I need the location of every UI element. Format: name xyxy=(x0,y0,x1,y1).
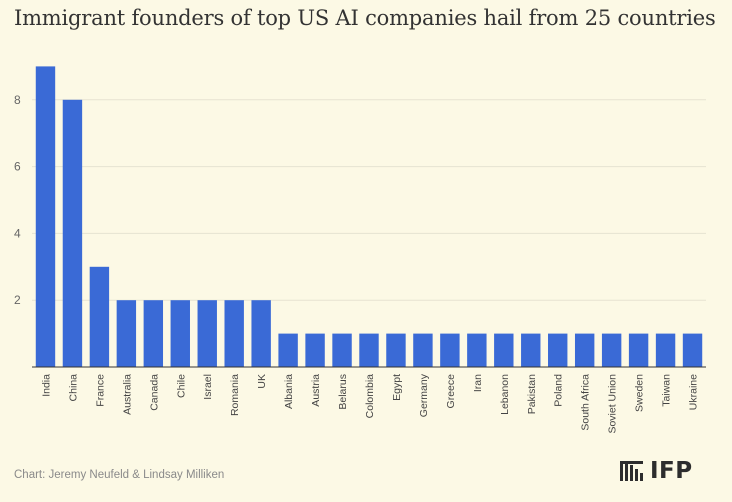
chart-credit: Chart: Jeremy Neufeld & Lindsay Milliken xyxy=(14,469,225,481)
bar-india xyxy=(35,66,56,368)
bar-china xyxy=(62,99,83,368)
bar-belarus xyxy=(332,333,352,367)
ifp-logo-icon xyxy=(620,461,643,481)
x-tick-label: Poland xyxy=(553,374,565,407)
bar-israel xyxy=(197,300,217,367)
x-tick-label: Greece xyxy=(445,374,457,409)
bar-australia xyxy=(116,300,137,367)
bar-colombia xyxy=(359,333,379,367)
bar-poland xyxy=(548,333,568,367)
x-tick-label: Iran xyxy=(472,374,484,392)
x-tick-label: Chile xyxy=(175,374,187,398)
x-tick-label: Colombia xyxy=(364,374,376,419)
x-tick-label: China xyxy=(67,374,79,402)
ifp-logo-text: IFP xyxy=(650,458,693,484)
x-tick-label: Germany xyxy=(418,373,430,417)
x-tick-label: Lebanon xyxy=(499,374,511,415)
bar-sweden xyxy=(628,333,649,367)
chart-title: Immigrant founders of top US AI companie… xyxy=(14,6,716,30)
x-tick-label: Taiwan xyxy=(661,374,673,407)
x-tick-label: Romania xyxy=(229,374,241,416)
bar-canada xyxy=(143,300,164,367)
bar-taiwan xyxy=(655,333,676,367)
bar-egypt xyxy=(386,333,406,367)
x-tick-label: Soviet Union xyxy=(607,374,619,434)
x-tick-label: Pakistan xyxy=(526,374,538,414)
bar-uk xyxy=(251,300,271,367)
y-tick-label: 4 xyxy=(14,226,21,240)
bar-pakistan xyxy=(521,333,541,367)
bar-lebanon xyxy=(494,333,514,367)
x-tick-label: Ukraine xyxy=(688,374,700,410)
y-tick-label: 8 xyxy=(14,93,21,107)
bar-france xyxy=(89,266,110,367)
bar-germany xyxy=(413,333,433,367)
bar-soviet-union xyxy=(601,333,622,367)
y-tick-label: 6 xyxy=(14,160,21,174)
bar-romania xyxy=(224,300,244,367)
x-tick-label: South Africa xyxy=(580,374,592,431)
bar-chile xyxy=(170,300,190,367)
x-tick-label: Canada xyxy=(148,374,160,411)
bar-albania xyxy=(278,333,298,367)
bar-south-africa xyxy=(574,333,595,367)
x-tick-label: Sweden xyxy=(634,374,646,412)
x-tick-label: Albania xyxy=(283,374,295,409)
x-tick-label: UK xyxy=(256,374,268,389)
x-tick-label: Austria xyxy=(310,374,322,407)
bar-iran xyxy=(467,333,487,367)
y-tick-label: 2 xyxy=(14,293,21,307)
bar-ukraine xyxy=(682,333,703,367)
x-tick-label: France xyxy=(94,374,106,407)
x-tick-label: Egypt xyxy=(391,374,403,401)
x-tick-label: India xyxy=(40,374,52,397)
x-tick-label: Belarus xyxy=(337,374,349,410)
x-tick-label: Australia xyxy=(121,374,133,415)
bar-chart: 2 4 6 8 India China France Australia Canada Chile… xyxy=(14,66,706,434)
bar-austria xyxy=(305,333,325,367)
ifp-logo: IFP xyxy=(620,458,693,484)
bar-greece xyxy=(440,333,460,367)
x-tick-label: Israel xyxy=(202,374,214,400)
